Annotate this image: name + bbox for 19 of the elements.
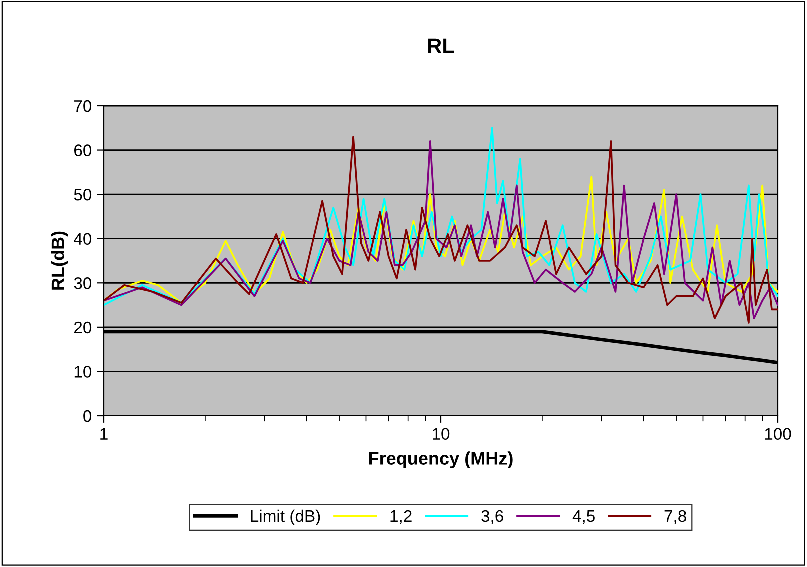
legend-label: 7,8 (664, 510, 686, 524)
y-tick-label: 30 (74, 278, 92, 290)
x-axis-title: Frequency (MHz) (369, 452, 513, 469)
legend-label: Limit (dB) (251, 510, 320, 526)
y-tick-label: 10 (74, 366, 92, 378)
y-tick-label: 20 (74, 322, 92, 334)
legend-label: 1,2 (390, 510, 412, 524)
y-tick-label: 50 (74, 188, 92, 201)
y-axis-title: RL(dB) (51, 232, 68, 290)
legend-label: 3,6 (482, 510, 504, 524)
x-tick-label: 100 (765, 428, 792, 440)
legend-label: 4,5 (572, 510, 595, 524)
x-tick-label: 1 (100, 428, 108, 440)
y-tick-label: 0 (84, 410, 92, 422)
chart-title: RL (428, 38, 454, 54)
y-tick-label: 40 (74, 233, 92, 246)
y-tick-label: 70 (74, 100, 92, 112)
x-tick-label: 10 (433, 428, 450, 440)
y-tick-label: 60 (74, 144, 92, 156)
